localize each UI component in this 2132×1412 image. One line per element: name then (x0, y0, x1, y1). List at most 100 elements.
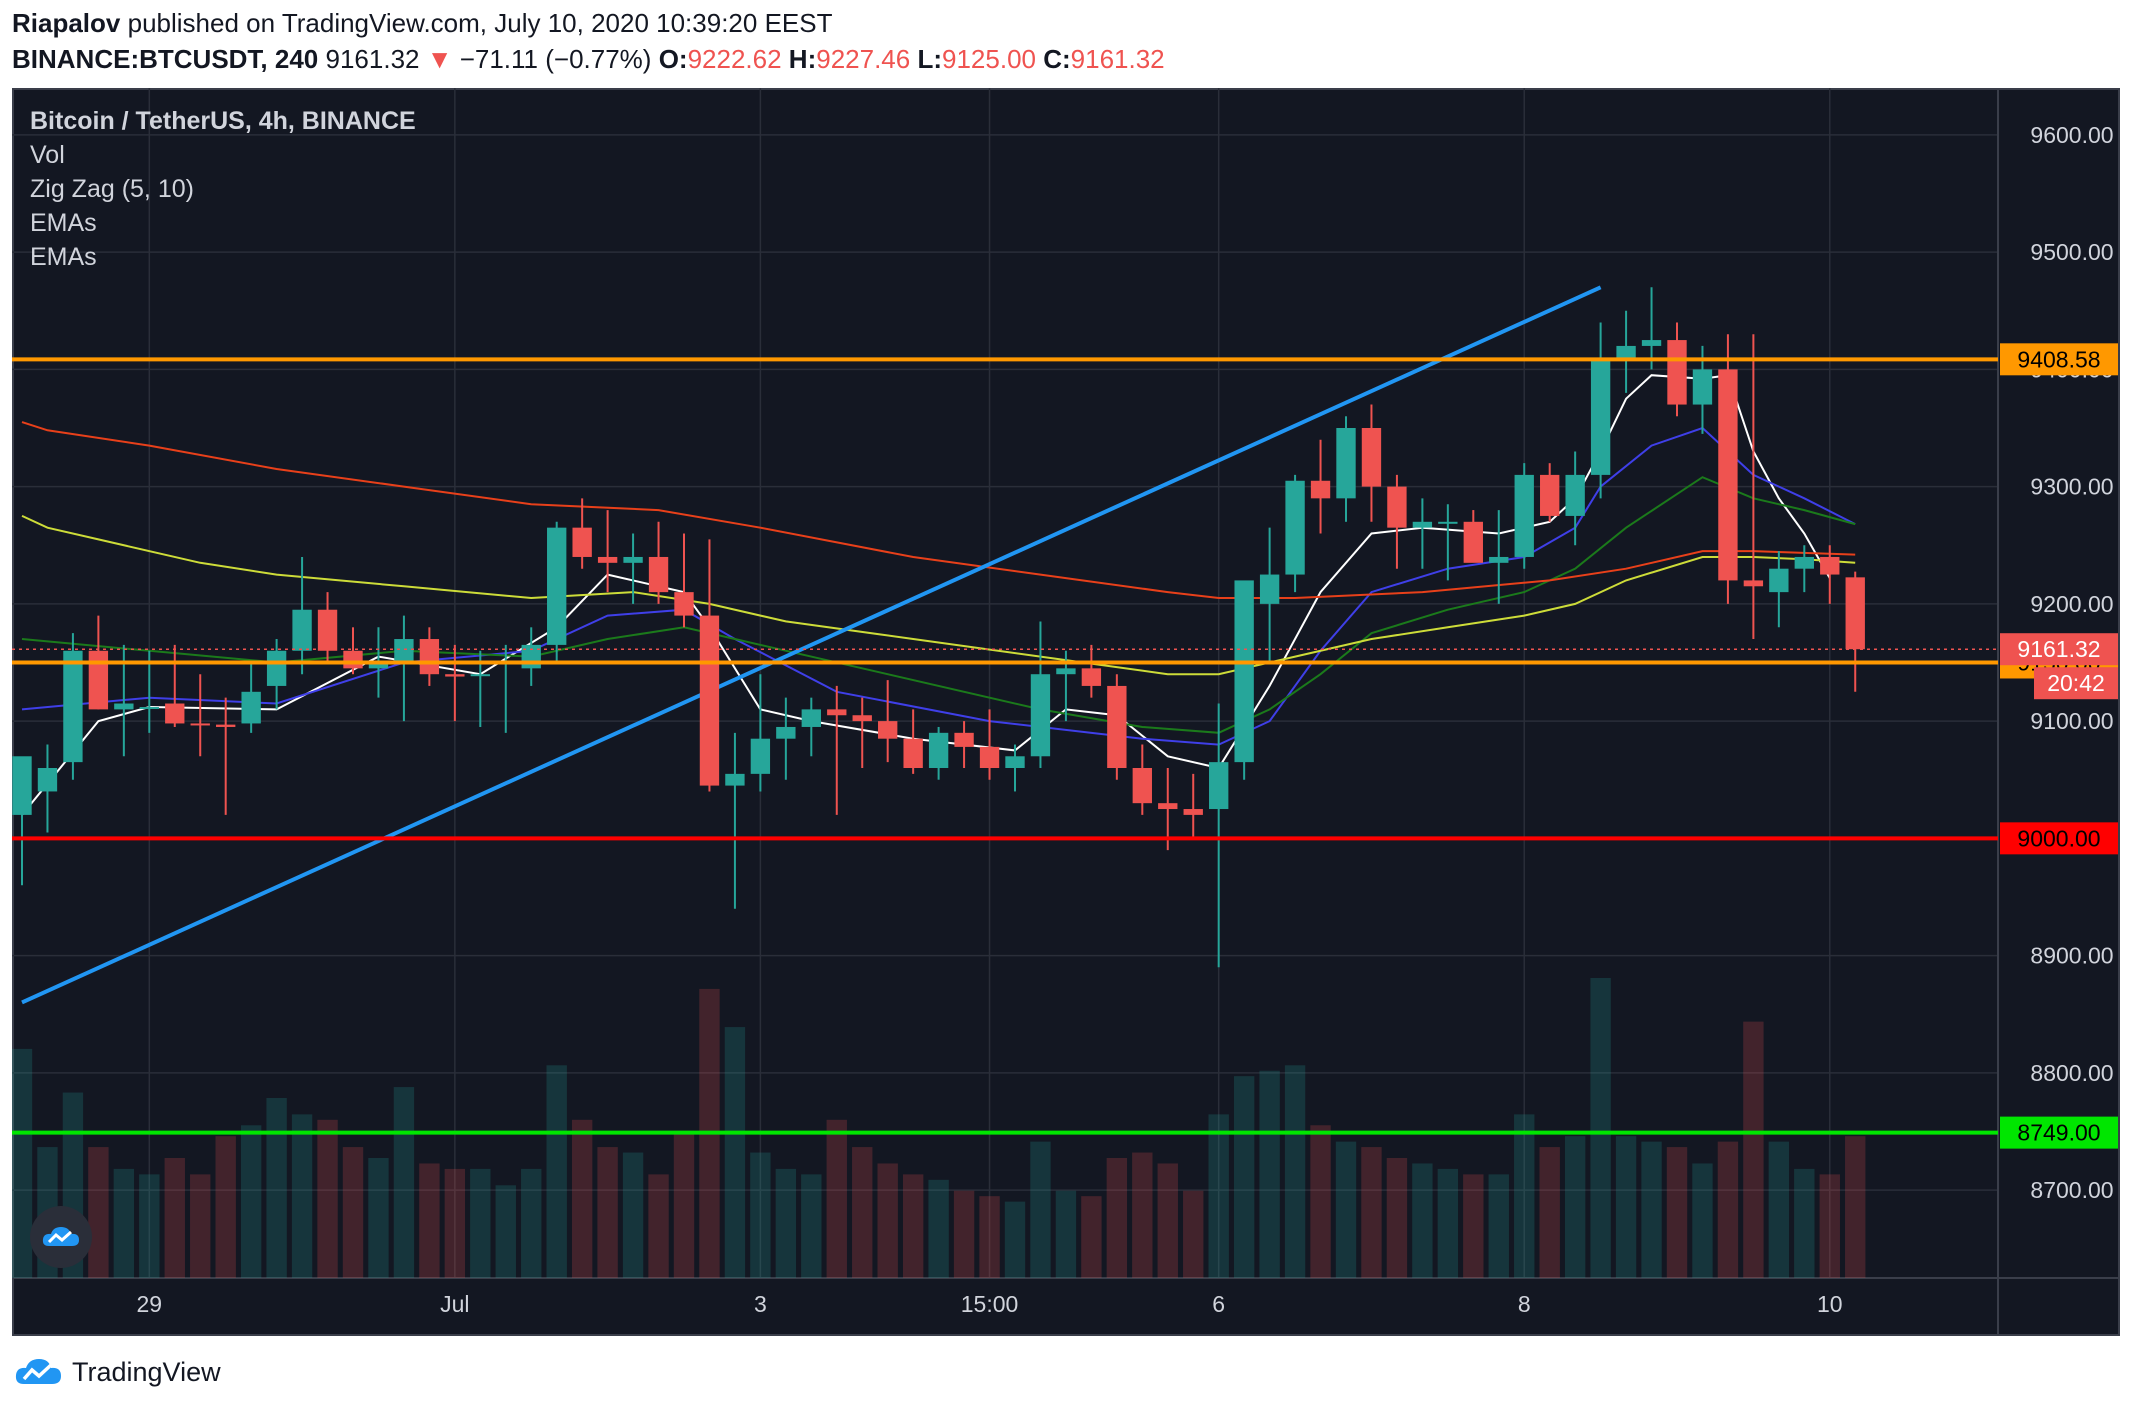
volume-bar (1055, 1190, 1077, 1278)
volume-bar (1233, 1076, 1255, 1278)
volume-bar (775, 1168, 797, 1278)
candle-body (928, 732, 949, 768)
candle-body (445, 674, 465, 677)
candle-body (1565, 474, 1585, 516)
legend-item-vol[interactable]: Vol (30, 141, 65, 169)
footer: TradingView (0, 1340, 2132, 1412)
high-value: 9227.46 (816, 44, 911, 74)
candle-body (597, 556, 618, 563)
tradingview-brand[interactable]: TradingView (14, 1356, 221, 1388)
publish-text: published on TradingView.com, July 10, 2… (127, 8, 833, 38)
legend-item-emas-2[interactable]: EMAs (30, 243, 97, 271)
y-tick-label: 9300.00 (2030, 474, 2113, 500)
volume-bar (291, 1114, 313, 1278)
ema-line (21, 421, 1856, 599)
volume-bar (1081, 1196, 1102, 1278)
candle-body (1030, 674, 1051, 757)
level-price-tag (2000, 1116, 2118, 1149)
volume-bar (12, 1048, 33, 1278)
x-tick-label: Jul (440, 1291, 469, 1317)
candle-body (1387, 486, 1407, 528)
volume-bar (368, 1158, 389, 1278)
volume-bar (1463, 1174, 1484, 1278)
candle-body (292, 609, 312, 651)
volume-bar (215, 1136, 236, 1278)
candle-body (954, 732, 974, 747)
x-tick-label: 6 (1212, 1291, 1225, 1317)
candle-body (979, 746, 1000, 768)
level-price-label: 9000.00 (2017, 825, 2100, 851)
volume-bar (826, 1119, 847, 1278)
y-tick-label: 9100.00 (2030, 708, 2113, 734)
volume-bar (673, 1130, 695, 1278)
candle-body (1489, 556, 1509, 563)
legend-title[interactable]: Bitcoin / TetherUS, 4h, BINANCE (30, 107, 416, 135)
level-price-tag (2000, 343, 2118, 376)
last-price: 9161.32 (325, 44, 420, 74)
candle-body (1209, 762, 1229, 810)
volume-bar (648, 1174, 669, 1278)
volume-bar (317, 1119, 338, 1278)
volume-bar (1488, 1174, 1509, 1278)
quote-line: BINANCE:BTCUSDT, 240 9161.32 ▼ −71.11 (−… (12, 44, 1165, 75)
level-price-label: 9408.58 (2017, 346, 2100, 372)
volume-bar (1335, 1141, 1357, 1278)
close-value: 9161.32 (1070, 44, 1165, 74)
volume-bar (877, 1163, 898, 1278)
volume-bar (902, 1174, 924, 1278)
candle-body (1692, 369, 1713, 405)
volume-bar (393, 1087, 415, 1278)
volume-bar (164, 1158, 185, 1278)
candle-body (1616, 345, 1636, 358)
y-tick-label: 8700.00 (2030, 1177, 2113, 1203)
candle-body (1183, 809, 1203, 815)
volume-bar (979, 1196, 1000, 1278)
candle-body (1285, 480, 1305, 575)
volume-bar (139, 1174, 160, 1278)
candle-body (750, 738, 771, 774)
volume-bar (240, 1125, 262, 1278)
publish-info: Riapalov published on TradingView.com, J… (12, 8, 832, 39)
candle-body (190, 723, 210, 726)
brand-name: TradingView (72, 1356, 221, 1387)
legend-item-zigzag[interactable]: Zig Zag (5, 10) (30, 175, 194, 203)
volume-bar (1208, 1114, 1229, 1278)
volume-bar (597, 1147, 618, 1278)
volume-bar (342, 1147, 364, 1278)
x-tick-label: 29 (137, 1291, 163, 1317)
volume-bar (1641, 1141, 1662, 1278)
chart-legend: Bitcoin / TetherUS, 4h, BINANCE Vol Zig … (30, 104, 416, 274)
y-tick-label: 9500.00 (2030, 239, 2113, 265)
candle-body (1310, 480, 1331, 499)
candle-body (1412, 521, 1433, 528)
volume-bar (1386, 1158, 1408, 1278)
candle-body (1438, 521, 1458, 524)
y-tick-label: 8800.00 (2030, 1060, 2113, 1086)
volume-bar (190, 1174, 211, 1278)
candle-body (1845, 577, 1865, 650)
tradingview-logo-icon[interactable] (30, 1206, 92, 1268)
candle-body (419, 639, 440, 675)
volume-bar (1259, 1070, 1280, 1278)
candle-body (852, 715, 872, 722)
price-chart[interactable]: 9600.009500.009400.009300.009200.009100.… (12, 88, 2120, 1336)
candle-body (776, 726, 796, 739)
volume-bar (1845, 1136, 1866, 1278)
volume-bar (1564, 1136, 1586, 1278)
candle-body (216, 724, 236, 727)
volume-bar (1284, 1065, 1306, 1278)
publisher-name[interactable]: Riapalov (12, 8, 121, 38)
legend-item-emas-1[interactable]: EMAs (30, 209, 97, 237)
candle-body (139, 707, 159, 710)
candle-body (1158, 803, 1178, 810)
volume-bar (1590, 978, 1611, 1278)
y-tick-label: 9600.00 (2030, 122, 2113, 148)
volume-bar (1132, 1152, 1153, 1278)
candle-body (1743, 580, 1764, 587)
volume-bar (495, 1185, 516, 1278)
candle-body (878, 721, 898, 739)
volume-bar (1183, 1190, 1204, 1278)
candle-body (37, 768, 58, 792)
candle-body (1718, 369, 1738, 581)
candle-body (827, 709, 847, 716)
